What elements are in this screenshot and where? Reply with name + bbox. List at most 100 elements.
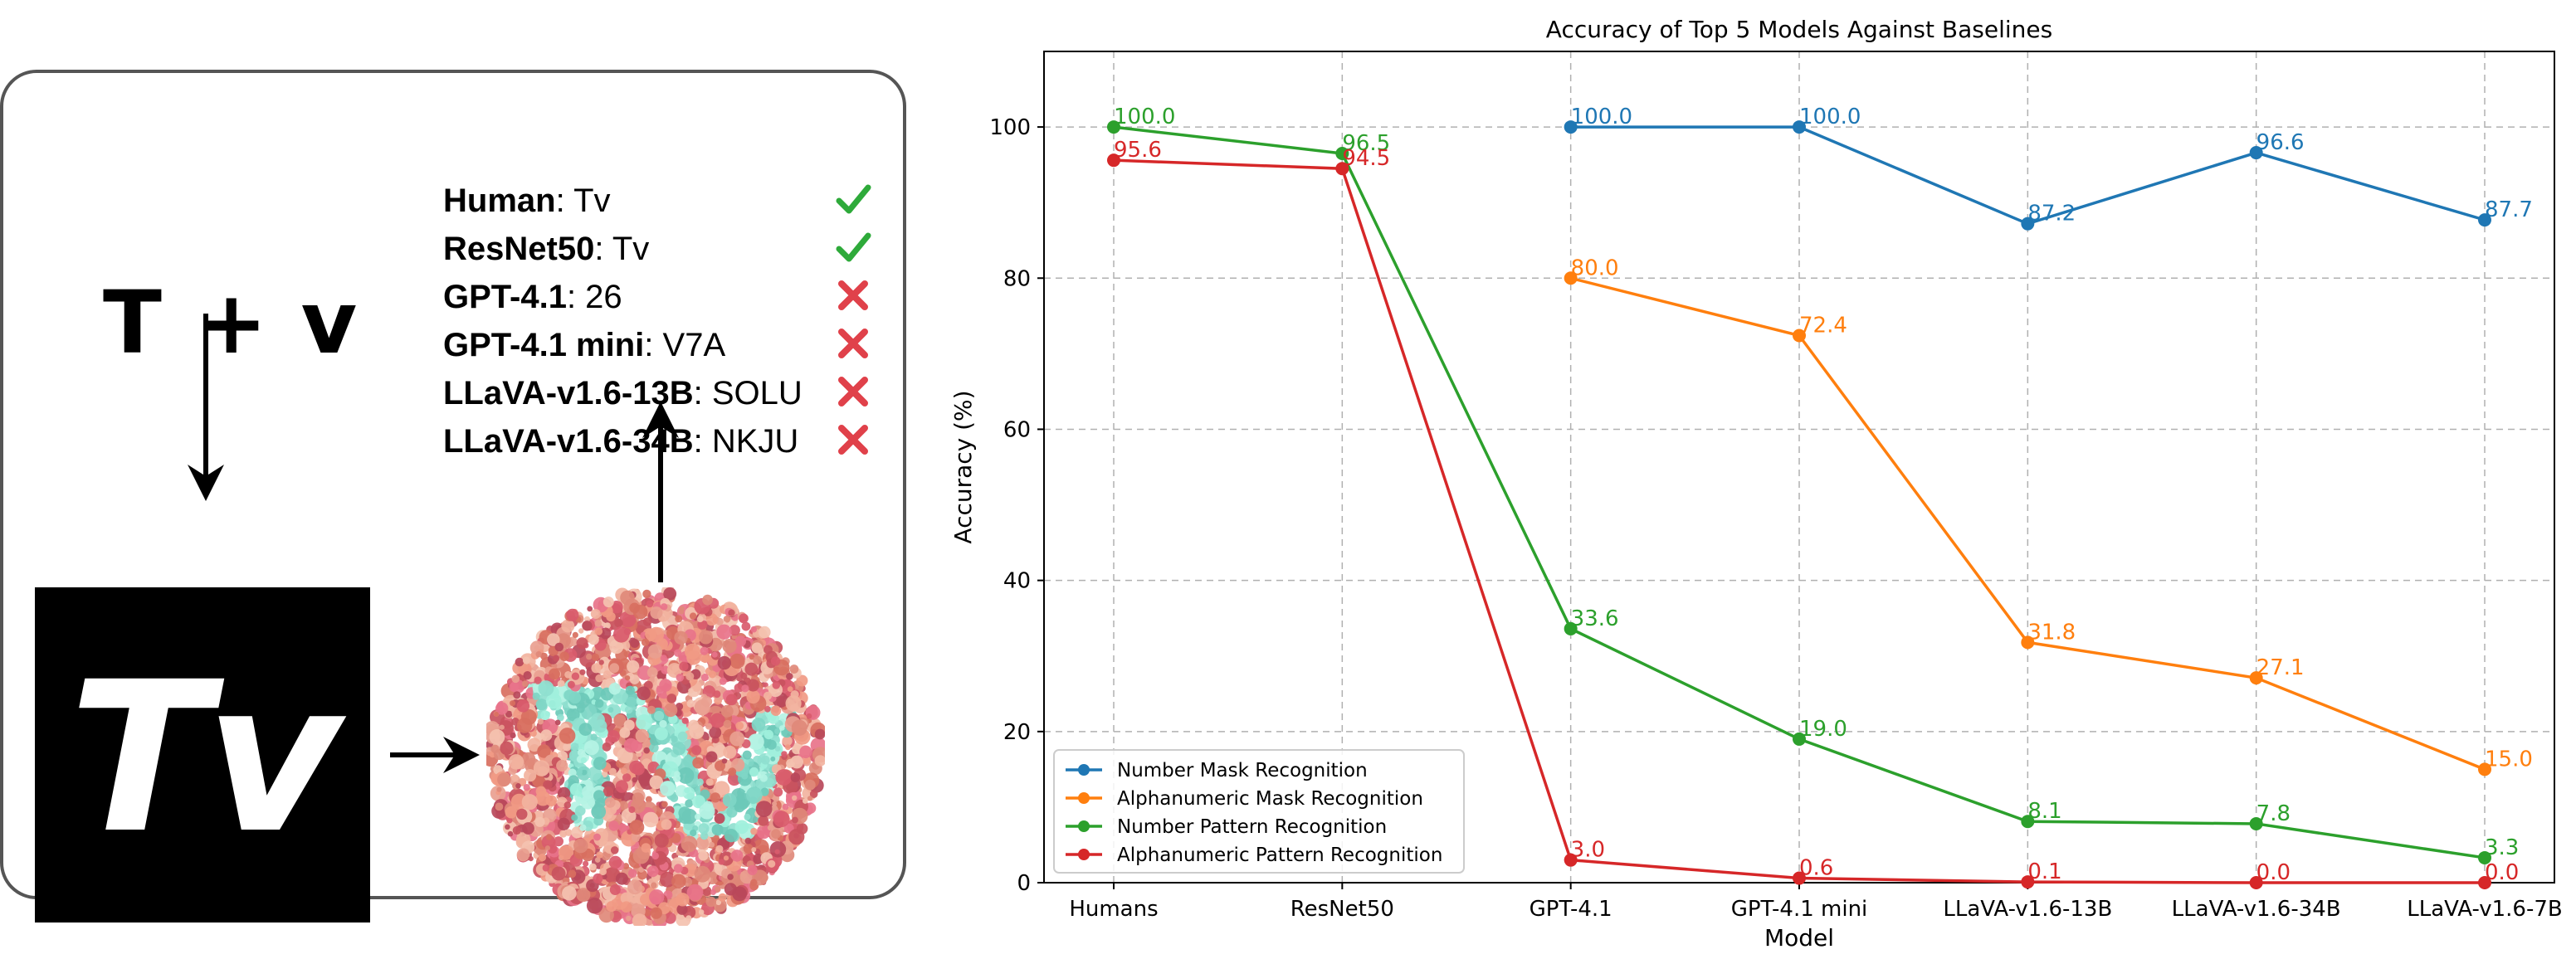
result-row: LLaVA-v1.6-34B: NKJU [443, 423, 798, 473]
series-alphanumeric-pattern-recognition: 95.6 94.5 3.0 0.6 0.1 0.0 0.0 [1107, 138, 2519, 889]
data-label: 31.8 [2027, 620, 2076, 645]
legend-label: Number Pattern Recognition [1117, 816, 1387, 838]
result-answer: : SOLU [693, 375, 803, 411]
data-point [1564, 853, 1578, 867]
check-icon [836, 232, 871, 262]
data-point [1564, 120, 1578, 134]
formula-text: T + v [103, 272, 359, 373]
result-model-name: ResNet50 [443, 231, 595, 267]
data-point [1564, 621, 1578, 635]
tv-image-text: Tv [69, 637, 341, 879]
data-label: 3.0 [1571, 838, 1605, 863]
y-axis-title: Accuracy (%) [949, 390, 977, 543]
result-model-name: Human [443, 183, 556, 219]
series-number-pattern-recognition: 100.0 96.5 33.6 19.0 8.1 7.8 3.3 [1107, 105, 2519, 864]
cross-icon [838, 377, 868, 406]
data-label: 3.3 [2485, 835, 2519, 860]
y-tick-label: 0 [1017, 871, 1031, 896]
data-label: 72.4 [1799, 314, 1847, 338]
accuracy-chart: Accuracy of Top 5 Models Against Baselin… [949, 16, 2563, 952]
data-point [1335, 146, 1349, 160]
data-point [1107, 153, 1120, 168]
series-number-mask-recognition: 100.0 100.0 87.2 96.6 87.7 [1564, 105, 2533, 231]
data-point [2021, 217, 2035, 231]
y-tick-label: 100 [989, 115, 1031, 140]
series-line [1113, 125, 2486, 859]
data-label: 27.1 [2256, 655, 2305, 680]
x-tick-label: GPT-4.1 [1530, 897, 1612, 922]
legend-marker [1078, 820, 1090, 832]
data-point [2478, 213, 2491, 227]
y-tick-label: 80 [1003, 266, 1031, 291]
data-label: 96.6 [2256, 130, 2305, 155]
data-point [2021, 635, 2035, 650]
data-label: 94.5 [1342, 146, 1390, 171]
data-point [2478, 850, 2491, 864]
y-tick-label: 40 [1003, 569, 1031, 594]
data-point [1335, 162, 1349, 176]
data-label: 87.2 [2027, 202, 2076, 226]
data-point [1564, 271, 1578, 285]
x-tick-label: Humans [1069, 897, 1158, 922]
chart-series: 100.0 100.0 87.2 96.6 87.7 80.0 72.4 31.8 27.1 15… [1107, 105, 2533, 889]
result-row: ResNet50: Tv [443, 231, 649, 280]
y-tick-label: 20 [1003, 720, 1031, 745]
y-tick-label: 60 [1003, 417, 1031, 442]
x-tick-label: LLaVA-v1.6-34B [2172, 897, 2341, 922]
result-row: Human: Tv [443, 183, 611, 232]
data-label: 19.0 [1799, 717, 1847, 742]
result-row: GPT-4.1 mini: V7A [443, 327, 725, 377]
result-answer: : V7A [644, 327, 726, 363]
data-label: 87.7 [2485, 197, 2533, 222]
result-answer: : 26 [566, 279, 622, 315]
data-point [1793, 732, 1806, 746]
x-tick-label: LLaVA-v1.6-7B [2407, 897, 2562, 922]
illustration-panel: T + v Tv Human: Tv ResNet50: Tv GPT-4.1: 2… [0, 70, 906, 926]
data-point [2021, 875, 2035, 889]
data-point [2249, 876, 2263, 889]
data-label: 100.0 [1114, 105, 1175, 129]
data-point [2249, 146, 2263, 160]
cross-icon [838, 329, 868, 358]
cross-icon [838, 425, 868, 455]
check-icon [836, 184, 871, 214]
result-row: LLaVA-v1.6-13B: SOLU [443, 375, 803, 425]
x-tick-label: LLaVA-v1.6-13B [1943, 897, 2112, 922]
cross-icon [838, 280, 868, 310]
data-point [2021, 815, 2035, 829]
series-alphanumeric-mask-recognition: 80.0 72.4 31.8 27.1 15.0 [1564, 256, 2533, 776]
x-axis-title: Model [1764, 924, 1834, 952]
chart-title: Accuracy of Top 5 Models Against Baselin… [1546, 16, 2052, 43]
data-point [2478, 762, 2491, 776]
data-label: 96.5 [1342, 131, 1390, 156]
result-answer: : Tv [594, 231, 650, 267]
x-tick-label: ResNet50 [1290, 897, 1394, 922]
data-point [1107, 120, 1120, 134]
up-arrow-icon [642, 402, 679, 582]
legend-label: Number Mask Recognition [1117, 760, 1368, 781]
data-point [1793, 329, 1806, 343]
result-row: GPT-4.1: 26 [443, 279, 622, 329]
data-label: 0.6 [1799, 856, 1833, 881]
tv-image: Tv [35, 587, 370, 922]
result-answer: : NKJU [693, 423, 799, 460]
data-label: 0.1 [2027, 859, 2061, 884]
data-label: 95.6 [1114, 138, 1162, 163]
data-label: 8.1 [2027, 799, 2061, 824]
legend-marker [1078, 849, 1090, 860]
data-label: 0.0 [2485, 860, 2519, 885]
result-answer: : Tv [555, 183, 611, 219]
data-point [2249, 671, 2263, 685]
legend-box [1053, 749, 1465, 874]
data-label: 7.8 [2256, 801, 2291, 826]
result-model-name: GPT-4.1 [443, 279, 567, 315]
right-arrow-icon [390, 737, 480, 773]
data-label: 33.6 [1571, 606, 1619, 631]
legend-label: Alphanumeric Pattern Recognition [1117, 845, 1442, 866]
chart-legend: Number Mask Recognition Alphanumeric Mask… [1053, 749, 1465, 874]
ishihara-plate-image [486, 587, 825, 926]
result-model-name: LLaVA-v1.6-13B [443, 375, 694, 411]
down-arrow-icon [188, 314, 224, 501]
data-point [1793, 871, 1806, 885]
data-label: 0.0 [2256, 860, 2291, 885]
